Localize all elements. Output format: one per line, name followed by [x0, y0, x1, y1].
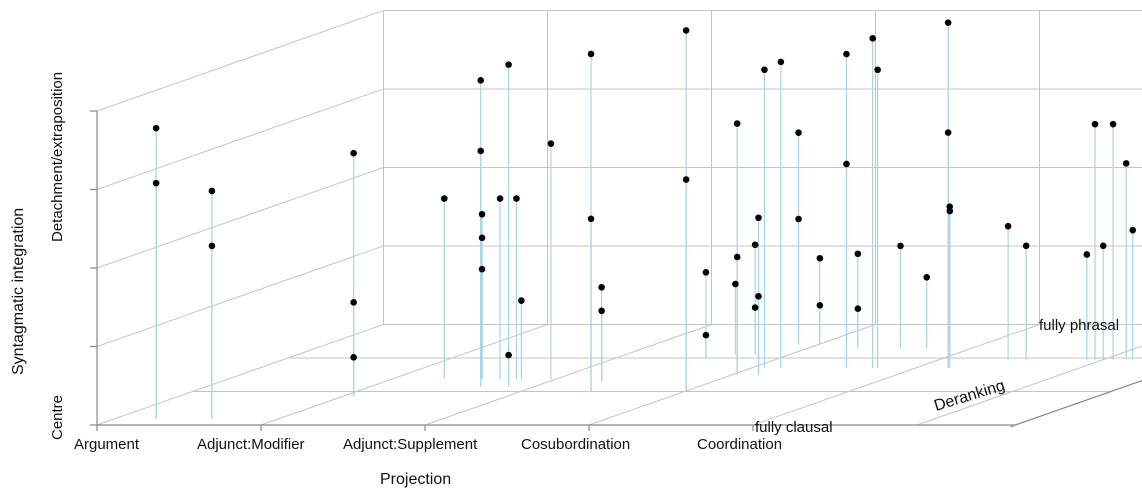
data-point: [478, 234, 486, 242]
data-point: [152, 179, 160, 187]
z-tick-label: fully phrasal: [1039, 317, 1119, 334]
data-point: [816, 254, 824, 262]
data-point: [843, 160, 850, 168]
y-axis-label: Syntagmatic integration: [10, 208, 27, 375]
y-tick-label: Centre: [49, 395, 66, 440]
z-tick: [1010, 424, 1016, 428]
data-point: [1091, 120, 1099, 128]
grid-line: [96, 324, 384, 426]
grid-line: [96, 167, 384, 269]
data-point: [923, 274, 931, 281]
data-point: [733, 120, 741, 127]
data-point: [944, 129, 952, 136]
data-point: [1083, 251, 1091, 258]
data-point: [682, 27, 690, 34]
z-tick-label: fully clausal: [755, 419, 833, 436]
x-tick-label: Coordination: [697, 436, 782, 453]
x-tick-label: Argument: [74, 436, 140, 453]
data-points: [152, 19, 1137, 361]
data-point: [152, 124, 160, 132]
x-axis-label: Projection: [380, 471, 451, 488]
data-point: [761, 66, 768, 74]
data-point: [1122, 160, 1130, 167]
stems: [155, 22, 1134, 419]
data-point: [477, 77, 485, 84]
grid-line: [588, 324, 876, 426]
data-point: [751, 241, 759, 249]
data-point: [874, 66, 881, 74]
data-point: [1004, 222, 1012, 230]
data-point: [777, 58, 785, 66]
data-point: [208, 242, 216, 250]
data-point: [816, 302, 824, 309]
grid-line: [96, 88, 384, 190]
data-point: [755, 214, 762, 222]
grid-line: [96, 10, 384, 112]
data-point: [208, 187, 216, 195]
data-point: [751, 304, 759, 311]
data-point: [944, 19, 952, 26]
data-point: [350, 149, 357, 157]
data-point: [518, 297, 525, 304]
data-point: [946, 207, 954, 215]
data-point: [441, 195, 448, 202]
data-point: [598, 307, 605, 315]
data-point: [702, 331, 710, 339]
data-point: [513, 195, 520, 202]
data-point: [843, 50, 850, 58]
data-point: [733, 253, 741, 261]
data-point: [478, 265, 486, 273]
data-point: [869, 35, 877, 42]
data-point: [795, 215, 802, 223]
data-point: [587, 215, 595, 223]
grid-line: [1015, 380, 1142, 426]
data-point: [505, 61, 512, 68]
data-point: [587, 50, 595, 58]
data-point: [1129, 226, 1137, 234]
grid-line: [260, 324, 548, 426]
y-tick-label: Detachment/extraposition: [49, 72, 66, 242]
grid-line: [916, 345, 1142, 426]
labels: Argument Adjunct:Modifier Adjunct:Supple…: [10, 72, 1119, 488]
data-point: [682, 176, 690, 183]
data-point: [795, 129, 802, 136]
grid-line: [96, 245, 384, 347]
data-point: [478, 210, 486, 218]
x-tick-label: Adjunct:Modifier: [197, 436, 305, 453]
z-axis-line: [1015, 379, 1142, 426]
data-point: [732, 280, 739, 288]
data-point: [350, 299, 357, 306]
data-point: [598, 283, 605, 291]
z-tick: [1105, 390, 1112, 395]
grid-line: [752, 324, 1040, 426]
data-point: [1022, 242, 1030, 250]
data-point: [854, 305, 862, 313]
data-point: [477, 147, 485, 155]
grid-line: [424, 324, 712, 426]
z-axis-label: Deranking: [932, 377, 1007, 415]
grid: [90, 10, 1142, 431]
x-tick-label: Cosubordination: [521, 436, 630, 453]
x-tick-label: Adjunct:Supplement: [343, 436, 478, 453]
data-point: [547, 140, 555, 147]
data-point: [496, 195, 504, 202]
data-point: [702, 269, 710, 276]
data-point: [1099, 242, 1107, 250]
data-point: [854, 250, 862, 258]
data-point: [350, 353, 357, 361]
data-point: [505, 351, 512, 359]
data-point: [1109, 120, 1117, 128]
data-point: [755, 292, 762, 300]
data-point: [897, 242, 904, 250]
